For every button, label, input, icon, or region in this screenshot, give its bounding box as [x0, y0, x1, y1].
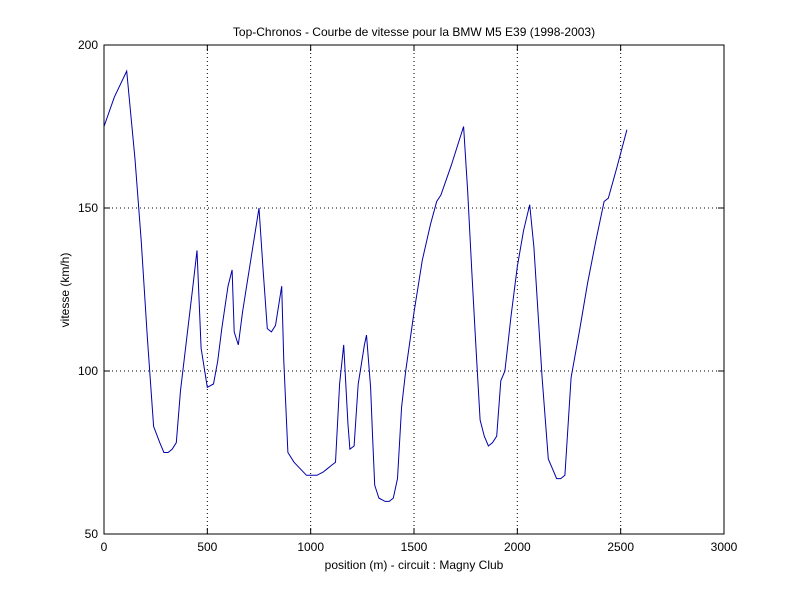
chart-title: Top-Chronos - Courbe de vitesse pour la … [233, 25, 595, 39]
axis-ticks: 0 500 1000 1500 2000 2500 3000 50 100 150 200 [78, 38, 738, 554]
speed-series-line [103, 69, 628, 502]
x-tick-label: 1000 [297, 540, 324, 554]
x-tick-label: 2000 [504, 540, 531, 554]
x-tick-label: 2500 [607, 540, 634, 554]
x-tick-label: 0 [101, 540, 108, 554]
x-tick-label: 3000 [711, 540, 738, 554]
x-tick-label: 500 [197, 540, 217, 554]
x-tick-label: 1500 [401, 540, 428, 554]
x-axis-label: position (m) - circuit : Magny Club [325, 558, 504, 572]
y-tick-label: 200 [78, 38, 98, 52]
y-tick-label: 50 [85, 527, 99, 541]
grid-lines [104, 45, 724, 534]
y-tick-label: 150 [78, 201, 98, 215]
y-axis-label: vitesse (km/h) [58, 253, 72, 328]
y-tick-label: 100 [78, 364, 98, 378]
